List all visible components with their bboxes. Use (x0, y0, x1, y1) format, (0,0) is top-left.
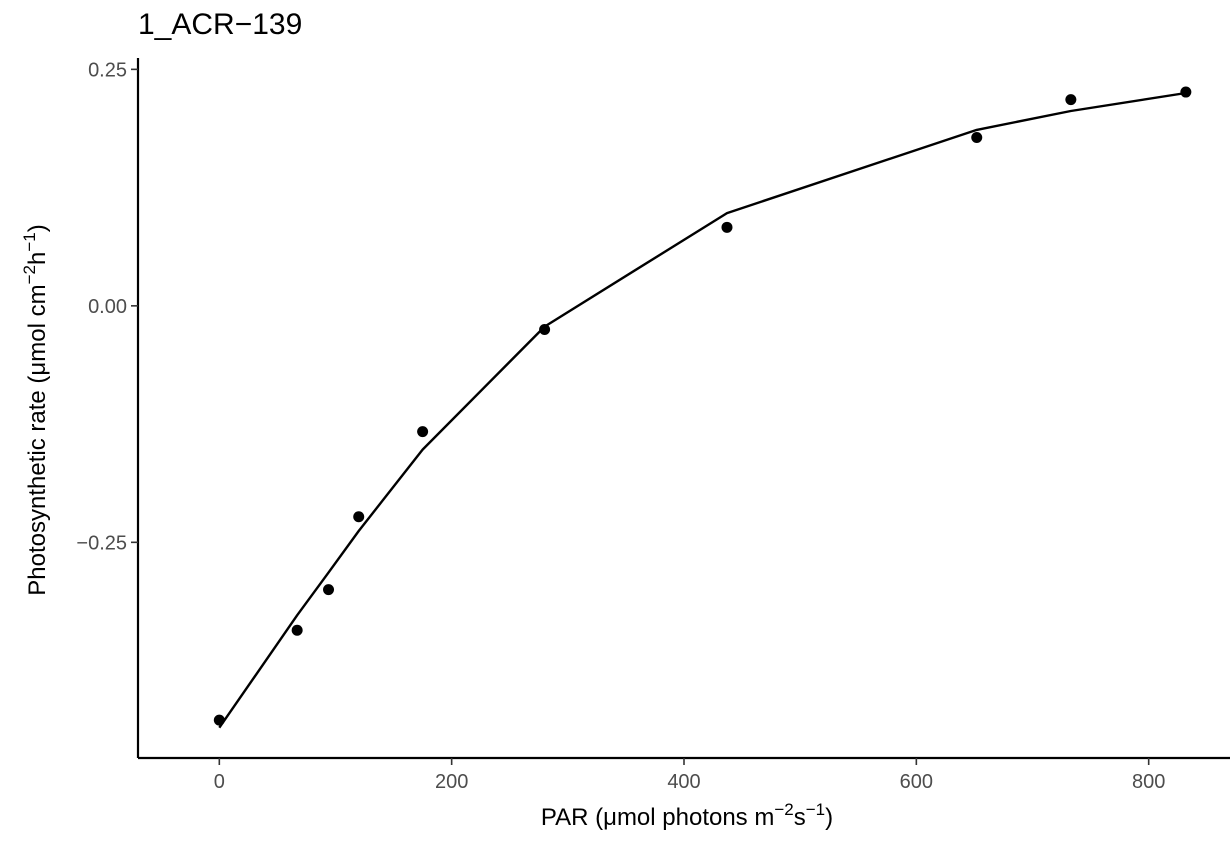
y-axis-title: Photosynthetic rate (μmol cm−2h−1) (20, 224, 51, 595)
x-tick-label: 800 (1132, 771, 1165, 793)
x-tick-label: 0 (214, 771, 225, 793)
data-point (213, 714, 225, 726)
data-point (721, 221, 733, 233)
axes: 0 200 400 600 800 0.25 0.00 −0.25 (76, 58, 1230, 793)
x-tick-label: 200 (435, 771, 468, 793)
x-axis-title-mu: μ (603, 804, 617, 831)
x-axis-title-sup1: −2 (774, 800, 793, 819)
data-point (971, 131, 983, 143)
x-axis-title-suffix: ) (825, 804, 833, 831)
y-axis-title-mu: μ (24, 362, 51, 376)
y-tick-label: 0.00 (88, 296, 127, 318)
data-point (539, 323, 551, 335)
fitted-curve (218, 91, 1187, 729)
x-axis-title-prefix: PAR ( (541, 804, 603, 831)
y-axis-title-sup2: −1 (20, 232, 39, 251)
y-axis-title-sup1: −2 (20, 265, 39, 284)
y-axis-title-unit2: h (24, 252, 51, 265)
y-tick-label: 0.25 (88, 59, 127, 81)
y-axis-title-unit: mol cm (24, 284, 51, 361)
x-tick-label: 400 (667, 771, 700, 793)
x-axis-title: PAR (μmol photons m−2s−1) (541, 800, 833, 831)
chart-title: 1_ACR−139 (138, 8, 302, 41)
x-tick-label: 600 (900, 771, 933, 793)
plot-area (213, 86, 1192, 729)
data-point (1180, 86, 1192, 98)
data-point (291, 624, 303, 636)
x-axis-title-unit: mol photons m (617, 804, 774, 831)
y-axis-title-prefix: Photosynthetic rate ( (24, 376, 51, 596)
x-axis-title-unit2: s (794, 804, 806, 831)
x-axis-title-sup2: −1 (806, 800, 825, 819)
data-point (323, 584, 335, 596)
data-point (417, 426, 429, 438)
data-point (1065, 94, 1077, 106)
y-axis-title-suffix: ) (24, 224, 51, 232)
data-point (353, 511, 365, 523)
y-tick-label: −0.25 (76, 532, 127, 554)
